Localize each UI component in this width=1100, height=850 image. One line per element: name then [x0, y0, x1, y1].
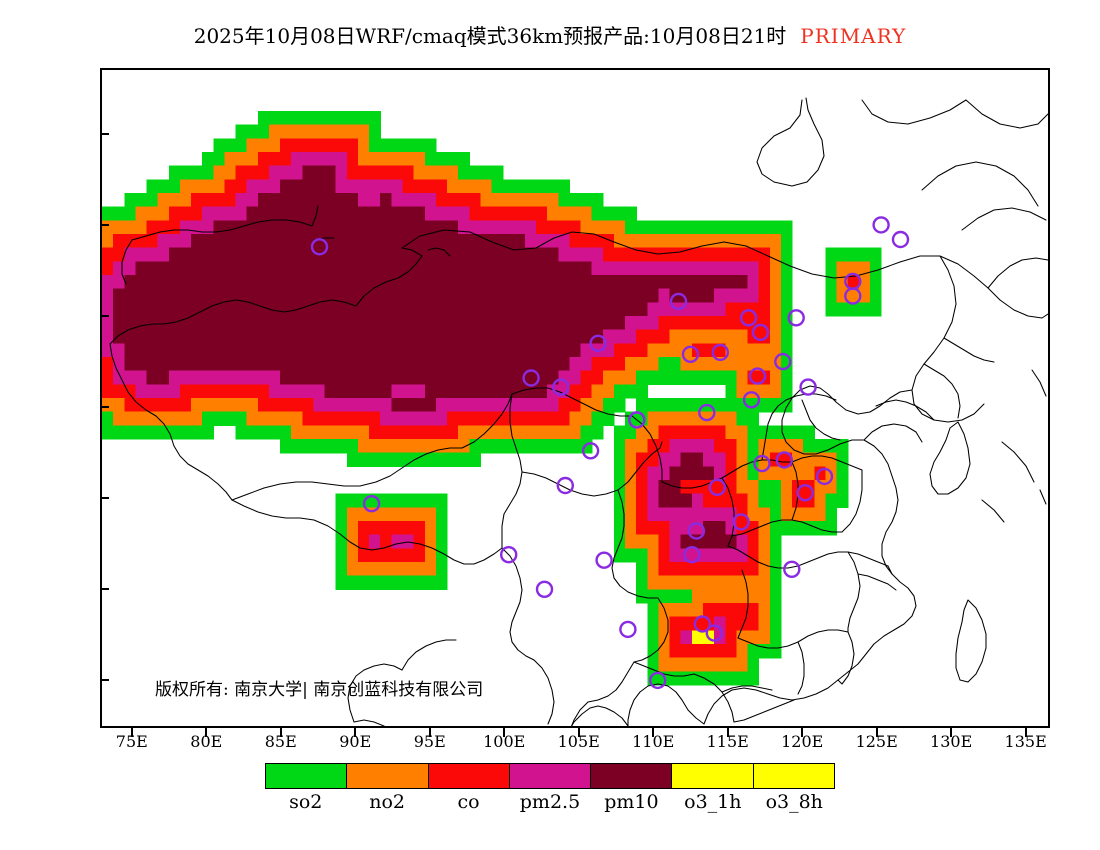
y-axis-tickmark-45N [100, 223, 109, 226]
legend-swatch-pm2_5[interactable] [509, 764, 592, 788]
legend-label-so2: so2 [289, 791, 323, 813]
x-axis-tick-80E: 80E [190, 732, 223, 751]
x-axis-tickmark-100E [503, 728, 506, 737]
legend-swatch-so2[interactable] [266, 764, 348, 788]
x-axis-tick-135E: 135E [1004, 732, 1047, 751]
legend-label-no2: no2 [369, 791, 406, 813]
pollutant-legend-labels: so2 no2 co pm2.5 pm10 o3_1h o3_8h [265, 791, 835, 815]
x-axis-tickmark-105E [577, 728, 580, 737]
map-plot-frame[interactable] [100, 68, 1050, 728]
legend-swatch-o3_8h[interactable] [753, 764, 834, 788]
legend-swatch-no2[interactable] [347, 764, 429, 788]
legend-label-pm2_5: pm2.5 [519, 791, 581, 813]
x-axis-tick-130E: 130E [930, 732, 973, 751]
x-axis-tick-115E: 115E [706, 732, 749, 751]
x-axis-tick-75E: 75E [115, 732, 148, 751]
page-title: 2025年10月08日WRF/cmaq模式36km预报产品:10月08日21时 P… [0, 20, 1100, 49]
x-axis-tick-105E: 105E [557, 732, 600, 751]
x-axis-tickmark-90E [354, 728, 357, 737]
legend-swatch-pm10[interactable] [591, 764, 673, 788]
x-axis-tick-85E: 85E [264, 732, 297, 751]
y-axis-tickmark-40N [100, 315, 109, 317]
x-axis-tick-90E: 90E [339, 732, 372, 751]
pollutant-grid-layer [102, 111, 882, 686]
y-axis-tickmark-25N [100, 588, 109, 591]
x-axis-tickmark-115E [726, 728, 729, 737]
x-axis-tickmark-80E [205, 728, 208, 737]
legend-label-co: co [457, 791, 480, 813]
x-axis-tick-120E: 120E [781, 732, 824, 751]
title-primary-label: PRIMARY [800, 24, 907, 48]
x-axis-tick-100E: 100E [483, 732, 526, 751]
x-axis-tick-95E: 95E [413, 732, 446, 751]
legend-swatch-co[interactable] [428, 764, 510, 788]
x-axis-tickmark-125E [875, 728, 878, 737]
x-axis-tickmark-75E [130, 728, 133, 737]
y-axis-tickmark-50N [100, 132, 109, 135]
x-axis-tickmark-85E [279, 728, 282, 737]
x-axis-tickmark-135E [1024, 728, 1027, 737]
legend-label-o3_1h: o3_1h [684, 791, 742, 813]
x-axis-tickmark-95E [428, 728, 431, 737]
legend-label-o3_8h: o3_8h [765, 791, 823, 813]
title-main-text: 2025年10月08日WRF/cmaq模式36km预报产品:10月08日21时 [193, 24, 787, 48]
x-axis-tickmark-130E [950, 728, 953, 737]
legend-label-pm10: pm10 [604, 791, 659, 813]
geography-layer [109, 97, 1048, 726]
y-axis-tickmark-35N [100, 406, 109, 409]
map-canvas[interactable] [102, 70, 1048, 726]
x-axis-tickmark-110E [652, 728, 655, 737]
pollutant-legend-bar[interactable] [265, 763, 835, 789]
y-axis-tickmark-30N [100, 497, 109, 500]
legend-swatch-o3_1h[interactable] [672, 764, 754, 788]
x-axis-tickmark-120E [801, 728, 804, 737]
x-axis-tick-125E: 125E [855, 732, 898, 751]
x-axis-tick-110E: 110E [632, 732, 675, 751]
y-axis-tickmark-20N [100, 679, 109, 682]
city-marker-layer [310, 216, 910, 690]
